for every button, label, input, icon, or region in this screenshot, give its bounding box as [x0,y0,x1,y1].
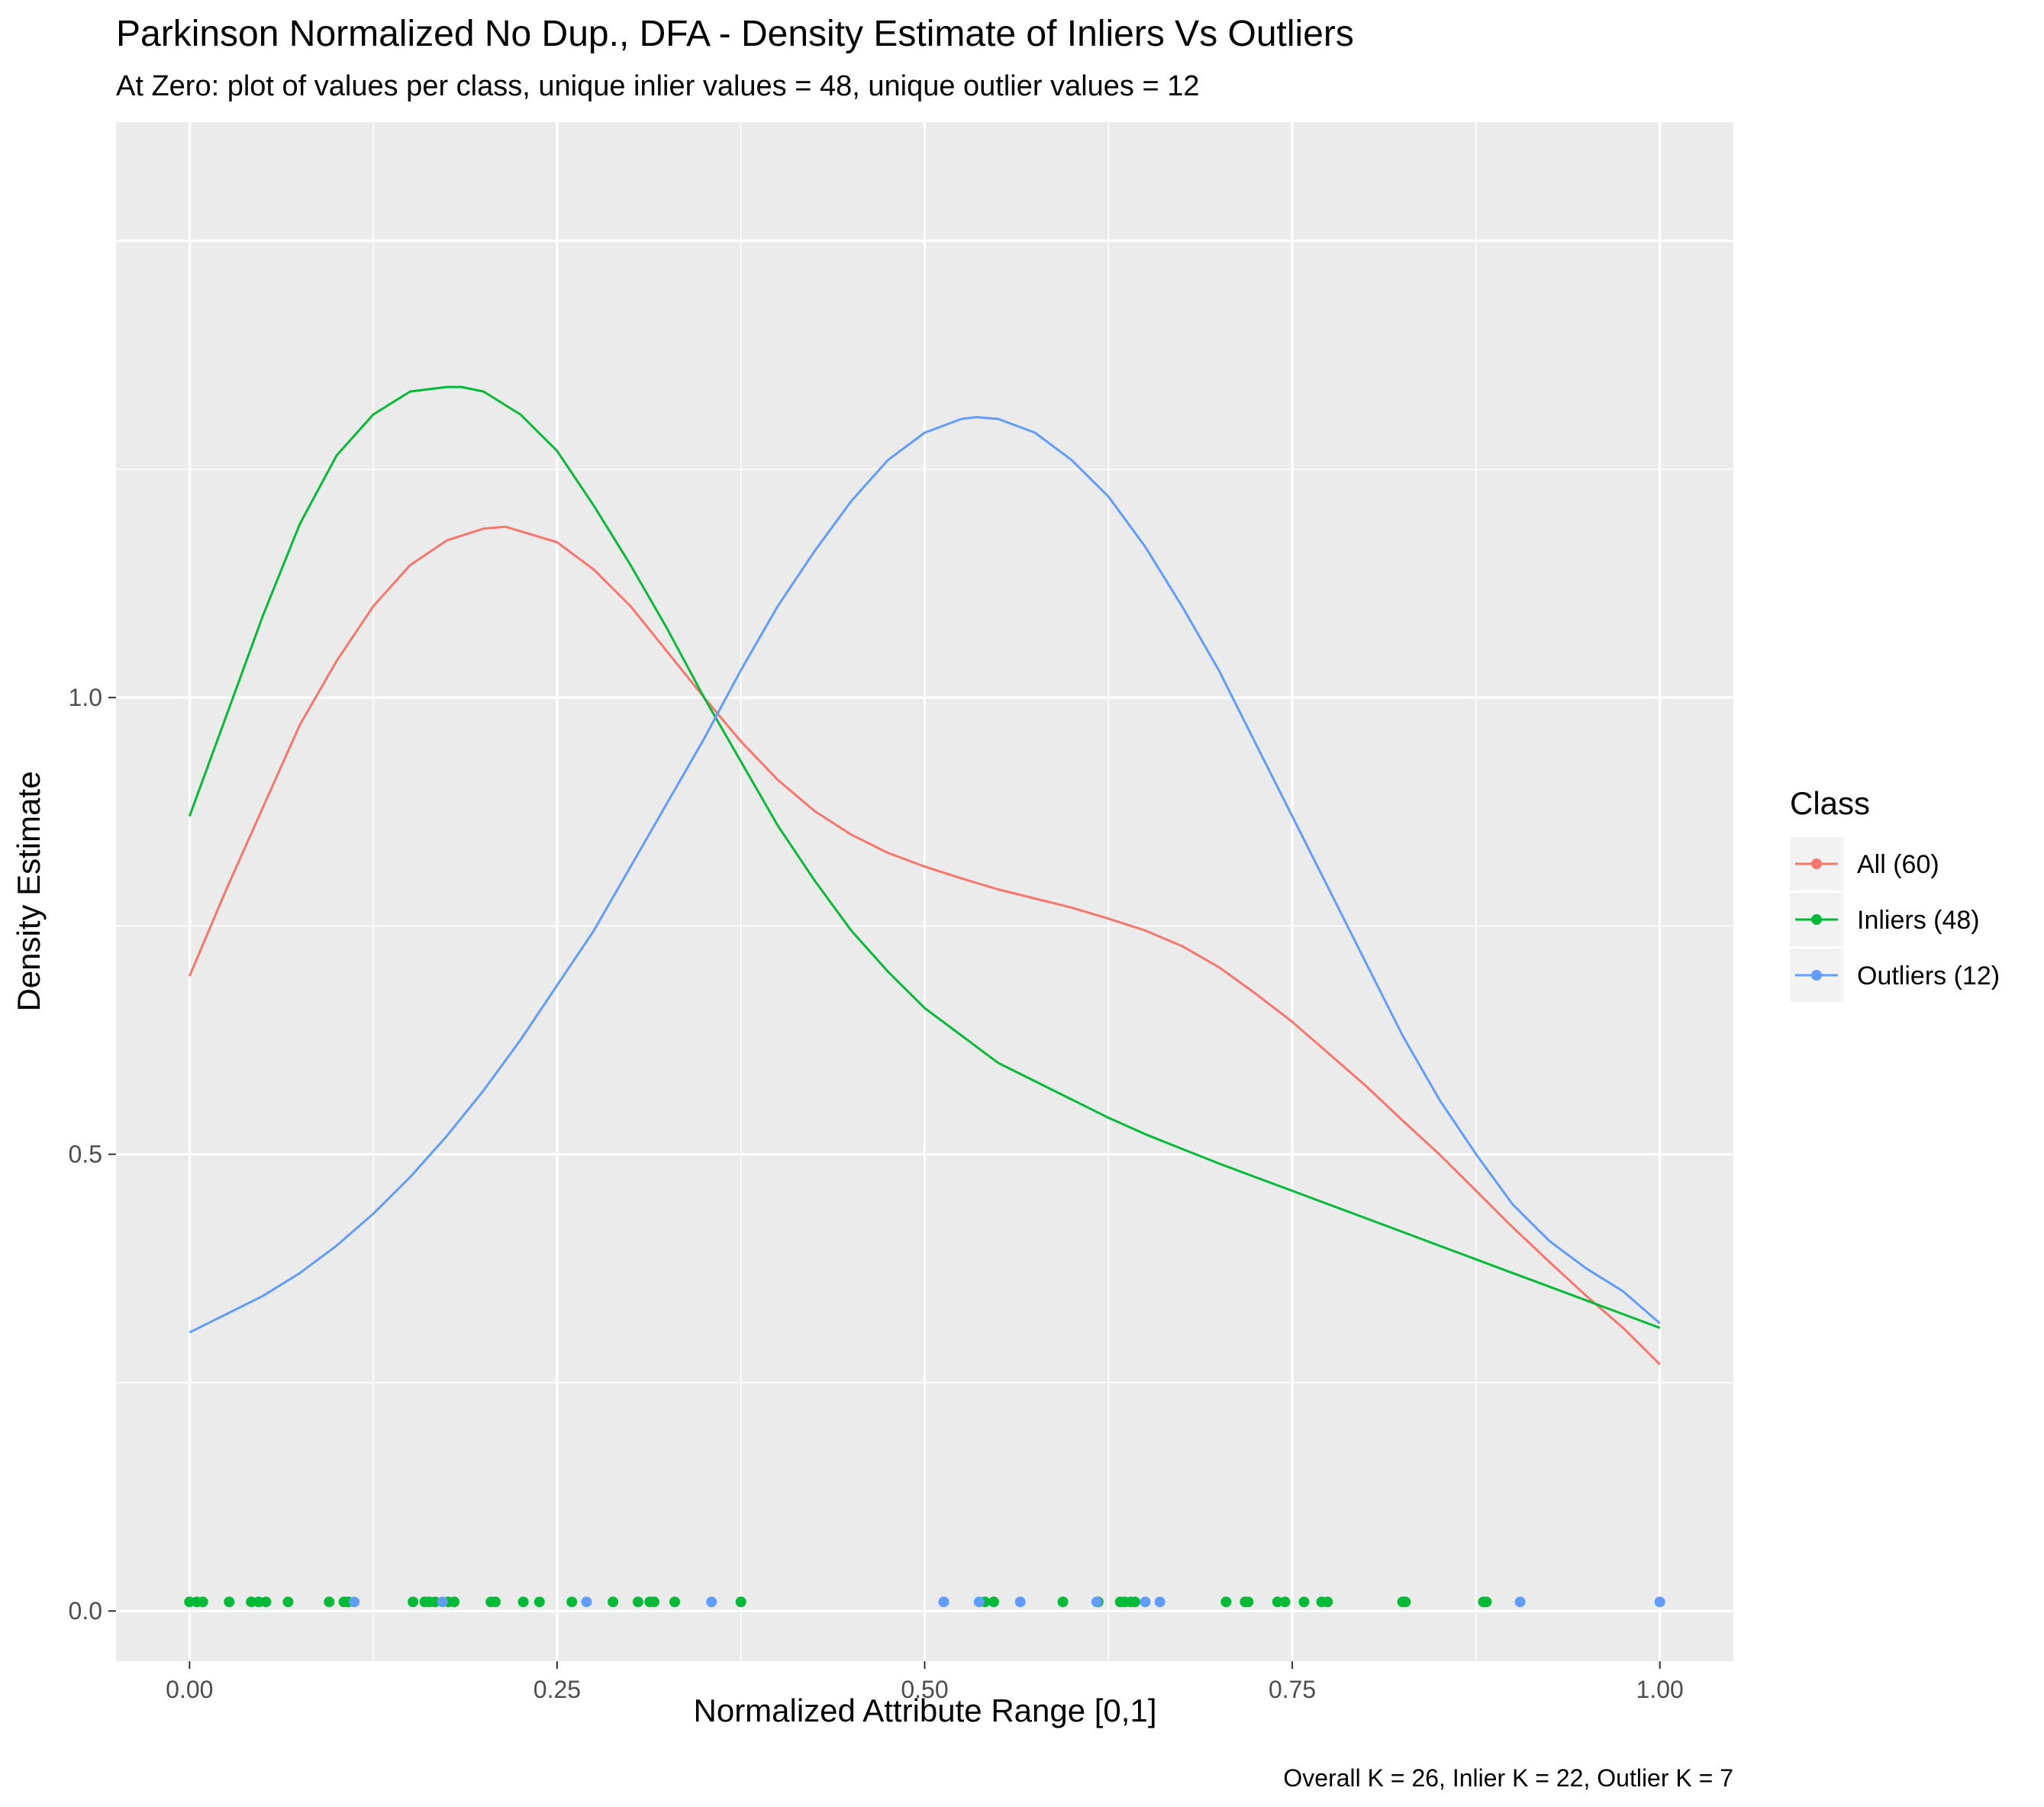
inlier-point [490,1596,501,1608]
y-tick-label: 0.0 [69,1597,102,1625]
legend-key-dot [1811,914,1822,925]
legend-entry-label: All (60) [1857,850,1939,879]
outlier-point [437,1596,448,1608]
inlier-point [1279,1596,1291,1608]
outlier-point [1014,1596,1026,1608]
outlier-point [706,1596,717,1608]
inlier-point [197,1596,208,1608]
inlier-point [1057,1596,1069,1608]
inlier-point [1481,1596,1492,1608]
major-grid [116,122,1733,1661]
inlier-point [632,1596,643,1608]
outlier-point [581,1596,592,1608]
y-axis: 0.0 0.5 1.0 [69,684,116,1625]
inlier-point [735,1596,746,1608]
density-lines [188,385,1661,1366]
inlier-point [1220,1596,1232,1608]
inlier-point [517,1596,529,1608]
inlier-point [1130,1596,1140,1608]
x-tick-label: 0.25 [534,1676,581,1703]
inlier-point [282,1596,294,1608]
legend-key-dot [1811,858,1822,869]
inlier-point [449,1596,460,1608]
inlier-point [324,1596,335,1608]
inlier-point [260,1596,272,1608]
legend-key-dot [1811,970,1822,981]
inlier-point [224,1596,235,1608]
inlier-point [184,1596,195,1608]
y-axis-label: Density Estimate [11,771,47,1011]
outlier-point [1514,1596,1526,1608]
series-line-2 [189,416,1661,1334]
y-tick-label: 1.0 [69,684,102,711]
outlier-point [1654,1596,1665,1608]
outlier-point [973,1596,985,1608]
inlier-point [408,1596,419,1608]
inlier-point [1272,1596,1283,1608]
series-line-1 [188,385,1661,1329]
chart-subtitle: At Zero: plot of values per class, uniqu… [116,70,1200,102]
inlier-point [988,1596,999,1608]
chart-title: Parkinson Normalized No Dup., DFA - Dens… [116,14,1354,54]
series-line-0 [188,525,1661,1366]
legend: Class All (60) Inliers (48) Outliers (12) [1790,785,2000,1002]
outlier-point [1091,1596,1102,1608]
inlier-point [608,1596,619,1608]
outlier-point [1140,1596,1151,1608]
y-tick-label: 0.5 [69,1141,102,1168]
x-axis: 0.00 0.25 0.50 0.75 1.00 [166,1661,1684,1703]
legend-entry-label: Outliers (12) [1857,961,2000,990]
inlier-point [649,1596,659,1608]
inlier-point [669,1596,680,1608]
inlier-point [1322,1596,1333,1608]
x-tick-label: 1.00 [1636,1676,1684,1703]
chart-caption: Overall K = 26, Inlier K = 22, Outlier K… [1283,1764,1733,1792]
inlier-point [1243,1596,1254,1608]
inlier-point [430,1596,440,1608]
inlier-point [534,1596,545,1608]
legend-title: Class [1790,785,1870,821]
outlier-point [349,1596,360,1608]
outlier-point [938,1596,949,1608]
legend-entry-label: Inliers (48) [1857,906,1980,935]
x-axis-label: Normalized Attribute Range [0,1] [694,1693,1157,1728]
rug-points [184,1596,1665,1608]
x-tick-label: 0.50 [901,1676,948,1703]
inlier-point [566,1596,578,1608]
inlier-point [253,1596,264,1608]
inlier-point [1400,1596,1411,1608]
x-tick-label: 0.75 [1269,1676,1316,1703]
x-tick-label: 0.00 [166,1676,213,1703]
inlier-point [246,1596,257,1608]
outlier-point [1154,1596,1165,1608]
inlier-point [1298,1596,1310,1608]
